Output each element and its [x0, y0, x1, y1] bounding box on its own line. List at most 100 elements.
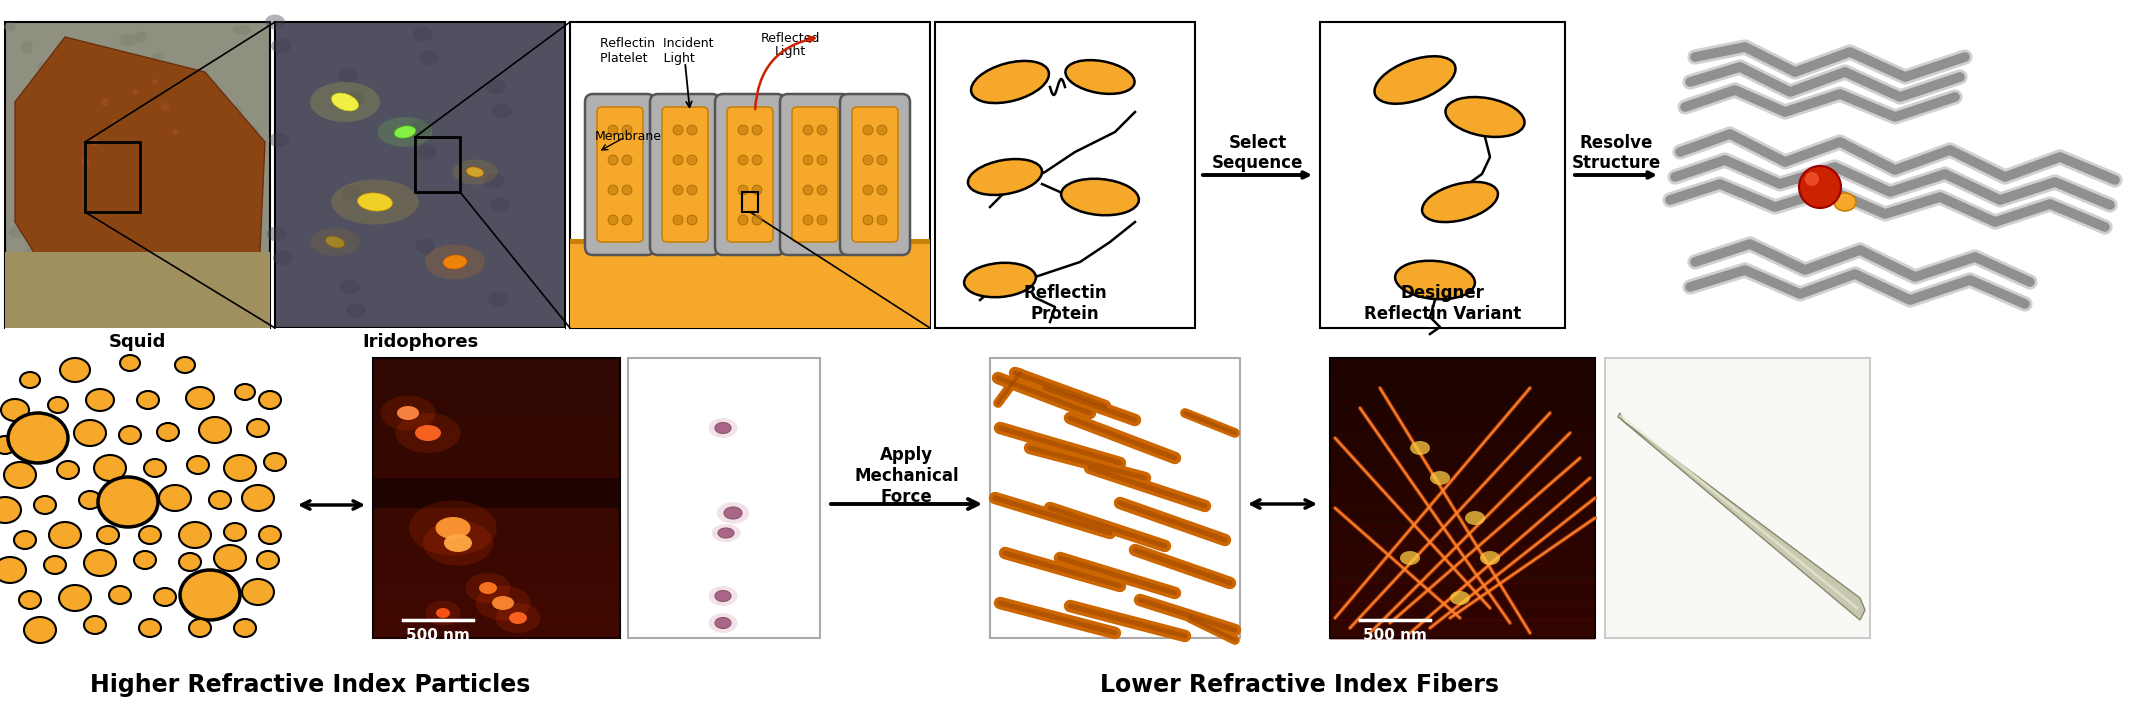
Text: Designer
Reflectin Variant: Designer Reflectin Variant	[1363, 284, 1522, 323]
Bar	[1329, 470, 1594, 491]
Ellipse shape	[4, 23, 15, 32]
Ellipse shape	[738, 125, 749, 135]
Bar	[1329, 414, 1594, 435]
Ellipse shape	[180, 522, 212, 548]
Ellipse shape	[152, 79, 158, 85]
Bar	[276, 328, 565, 360]
Bar	[372, 433, 621, 452]
Ellipse shape	[0, 436, 15, 454]
Ellipse shape	[30, 141, 45, 155]
Ellipse shape	[419, 50, 439, 66]
Ellipse shape	[1395, 261, 1474, 299]
Ellipse shape	[817, 185, 826, 195]
Bar	[991, 358, 1239, 638]
Text: Reflectin
Protein: Reflectin Protein	[1023, 284, 1106, 323]
Bar	[1329, 544, 1594, 566]
Ellipse shape	[4, 462, 36, 488]
Ellipse shape	[9, 226, 26, 238]
Bar	[4, 252, 270, 328]
Text: Reflected: Reflected	[760, 32, 820, 45]
Ellipse shape	[396, 413, 460, 453]
Ellipse shape	[687, 125, 698, 135]
Ellipse shape	[672, 125, 683, 135]
Ellipse shape	[1410, 441, 1430, 455]
Ellipse shape	[1061, 179, 1138, 215]
Ellipse shape	[862, 185, 873, 195]
Ellipse shape	[817, 155, 826, 165]
Bar	[4, 328, 270, 360]
Ellipse shape	[967, 159, 1042, 195]
Bar	[372, 358, 621, 378]
Ellipse shape	[68, 77, 81, 91]
Ellipse shape	[143, 132, 158, 144]
Ellipse shape	[1444, 97, 1524, 137]
Ellipse shape	[120, 355, 139, 371]
Ellipse shape	[233, 619, 257, 637]
Ellipse shape	[342, 185, 362, 201]
Ellipse shape	[738, 185, 749, 195]
Ellipse shape	[475, 585, 531, 621]
Bar	[569, 239, 931, 244]
Ellipse shape	[1374, 57, 1455, 104]
Ellipse shape	[47, 162, 62, 174]
Ellipse shape	[608, 215, 618, 225]
Ellipse shape	[263, 453, 287, 471]
Ellipse shape	[415, 425, 441, 441]
Ellipse shape	[199, 89, 212, 99]
Bar	[1320, 22, 1564, 328]
Ellipse shape	[723, 507, 743, 519]
Ellipse shape	[58, 461, 79, 479]
Ellipse shape	[862, 215, 873, 225]
Ellipse shape	[1423, 182, 1498, 222]
Ellipse shape	[862, 125, 873, 135]
Bar	[372, 358, 621, 638]
Ellipse shape	[96, 95, 111, 107]
Ellipse shape	[738, 155, 749, 165]
Ellipse shape	[86, 389, 113, 411]
FancyBboxPatch shape	[651, 94, 719, 255]
Ellipse shape	[623, 125, 631, 135]
Ellipse shape	[717, 502, 749, 524]
Ellipse shape	[687, 155, 698, 165]
Ellipse shape	[77, 180, 92, 189]
Ellipse shape	[490, 197, 509, 213]
Ellipse shape	[133, 89, 137, 95]
Ellipse shape	[268, 226, 287, 242]
Bar	[569, 242, 931, 328]
Ellipse shape	[272, 38, 291, 54]
Bar	[372, 395, 621, 415]
Text: Resolve
Structure: Resolve Structure	[1571, 134, 1661, 173]
Bar	[372, 601, 621, 620]
Ellipse shape	[492, 103, 511, 119]
Ellipse shape	[83, 616, 107, 634]
Bar	[1329, 619, 1594, 640]
Ellipse shape	[409, 501, 496, 556]
Ellipse shape	[310, 228, 360, 256]
Ellipse shape	[1804, 172, 1819, 186]
Ellipse shape	[83, 550, 116, 576]
Ellipse shape	[708, 586, 738, 606]
Ellipse shape	[411, 120, 430, 136]
Ellipse shape	[135, 32, 148, 42]
Ellipse shape	[715, 423, 732, 433]
Ellipse shape	[60, 585, 92, 611]
Ellipse shape	[135, 551, 156, 569]
Text: Reflectin  Incident: Reflectin Incident	[599, 37, 713, 50]
Ellipse shape	[180, 570, 240, 620]
Ellipse shape	[101, 299, 120, 313]
Ellipse shape	[270, 132, 289, 148]
Ellipse shape	[1466, 511, 1485, 525]
Bar	[86, 142, 139, 212]
Ellipse shape	[26, 247, 43, 257]
Ellipse shape	[377, 117, 432, 147]
Ellipse shape	[73, 284, 90, 295]
Ellipse shape	[437, 517, 471, 539]
Ellipse shape	[214, 545, 246, 571]
Ellipse shape	[713, 524, 740, 542]
Ellipse shape	[94, 455, 126, 481]
Ellipse shape	[802, 125, 813, 135]
Ellipse shape	[347, 303, 366, 318]
Ellipse shape	[1066, 60, 1134, 94]
Ellipse shape	[802, 185, 813, 195]
Ellipse shape	[233, 25, 253, 35]
